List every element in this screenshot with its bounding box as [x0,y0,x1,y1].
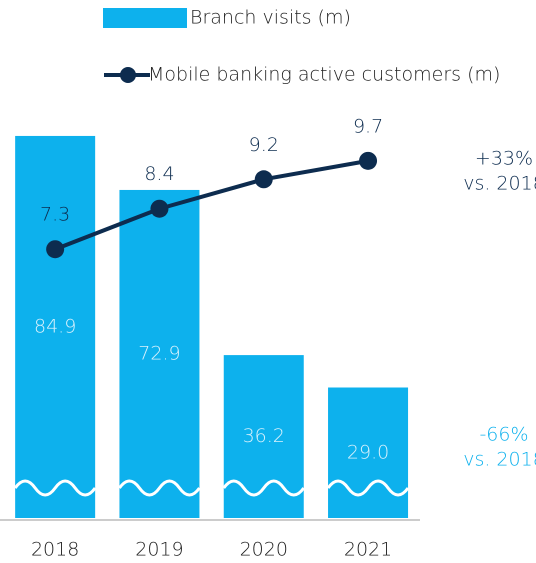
line-value-label: 9.2 [249,134,279,156]
annotation: +33% [475,147,533,169]
x-tick-label: 2019 [135,539,183,561]
legend-label: Branch visits (m) [190,7,351,29]
annotation: -66% [479,424,528,446]
annotation: vs. 2018 [463,449,536,471]
line-marker [359,151,378,170]
bar [328,387,409,518]
line-marker [254,170,273,189]
bar [223,355,304,518]
bar-value-label: 36.2 [243,425,285,447]
legend-label: Mobile banking active customers (m) [148,64,500,86]
annotation: vs. 2018 [463,172,536,194]
line [54,158,369,252]
x-tick-label: 2021 [344,539,392,561]
x-tick-label: 2018 [31,539,79,561]
x-tick-label: 2020 [240,539,288,561]
bar [15,135,96,518]
bar [119,189,200,518]
bar-value-label: 29.0 [347,441,389,463]
axis-break [326,479,410,497]
line-value-label: 9.7 [353,115,383,137]
line-value-label: 7.3 [40,204,70,226]
line-marker [150,199,169,218]
bar-value-label: 72.9 [138,342,180,364]
axis-break [118,479,201,497]
bar-value-label: 84.9 [34,315,76,337]
axis-break [222,479,305,497]
line-marker [46,240,65,259]
axis-break [13,479,97,497]
legend-swatch [103,8,187,28]
line-value-label: 8.4 [144,163,174,185]
legend-marker [120,67,136,83]
